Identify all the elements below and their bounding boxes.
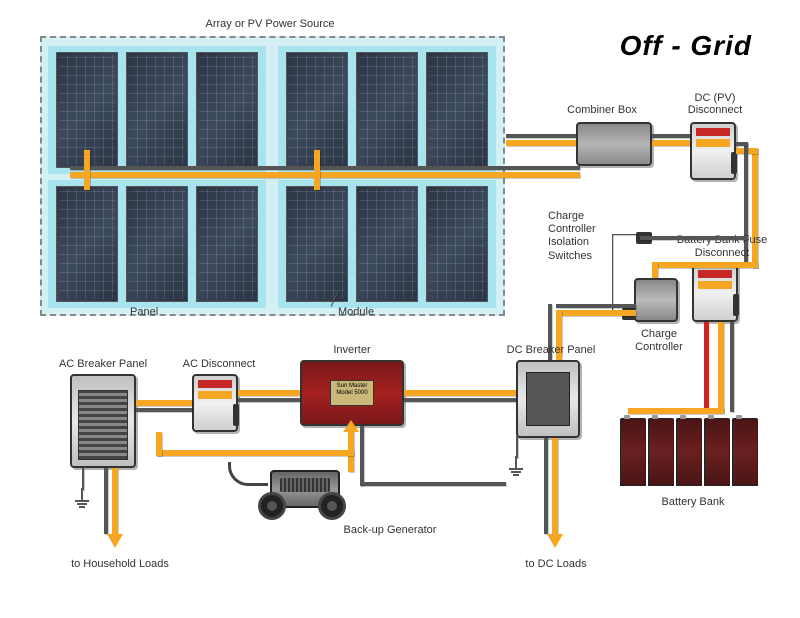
solar-module — [286, 186, 348, 302]
wire-gen — [156, 450, 354, 456]
solar-module — [196, 52, 258, 168]
backup-generator — [252, 470, 362, 530]
solar-module — [196, 186, 258, 302]
battery-cell — [732, 418, 758, 486]
solar-module — [126, 186, 188, 302]
ac-disc-label: AC Disconnect — [174, 358, 264, 370]
pointer — [612, 234, 613, 312]
wire-batt-n — [730, 322, 734, 412]
generator-handle-icon — [228, 462, 268, 486]
battery-cell — [704, 418, 730, 486]
wire-dc-n — [404, 398, 516, 402]
battery-cell — [648, 418, 674, 486]
ac-breaker-panel — [70, 374, 136, 468]
generator-label: Back-up Generator — [330, 524, 450, 536]
array-title-label: Array or PV Power Source — [160, 18, 380, 30]
wire-dc — [404, 390, 516, 396]
wire-gen-n — [360, 426, 364, 486]
wire-household — [112, 468, 118, 534]
wire-dc-n — [736, 142, 748, 146]
battery-cell — [676, 418, 702, 486]
solar-module — [356, 52, 418, 168]
combiner-box — [576, 122, 652, 166]
battery-fuse-disconnect — [692, 264, 738, 322]
to-household-label: to Household Loads — [60, 558, 180, 570]
ground-icon — [74, 488, 90, 508]
solar-module — [356, 186, 418, 302]
dc-pv-disconnect — [690, 122, 736, 180]
arrow-up-icon — [343, 420, 359, 432]
pointer — [612, 234, 636, 235]
wire-dc-loads-n — [544, 438, 548, 534]
solar-module — [426, 186, 488, 302]
charge-ctrl-label: Charge Controller — [624, 328, 694, 354]
wire-dc — [652, 140, 690, 146]
wire-ac-n — [136, 408, 192, 412]
wire-batt — [718, 322, 724, 412]
wire-dc-n — [556, 304, 636, 308]
wire-dc-loads — [552, 438, 558, 534]
switch-handle-icon — [731, 152, 737, 174]
wire-ac-n — [238, 398, 300, 402]
cc-iso-label: Charge Controller Isolation Switches — [548, 210, 618, 263]
wire-pv-tap — [84, 150, 90, 190]
solar-module — [126, 52, 188, 168]
wire-pv-to-combiner-n — [506, 134, 580, 138]
wire-dc-n — [652, 134, 690, 138]
wire-batt-pos — [704, 322, 709, 412]
switch-handle-icon — [233, 404, 239, 426]
switch-handle-icon — [733, 294, 739, 316]
dc-breaker-panel — [516, 360, 580, 438]
wire-pv-bus — [70, 172, 580, 178]
wire-dc — [652, 262, 758, 268]
wire-ac — [238, 390, 300, 396]
wire-ac — [136, 400, 192, 406]
wire-ground — [516, 436, 518, 458]
wire-pv-bus-neutral — [70, 166, 580, 170]
battery-bank-label: Battery Bank — [648, 496, 738, 508]
ac-disconnect — [192, 374, 238, 432]
combiner-label: Combiner Box — [562, 104, 642, 116]
wire-pv-tap — [314, 150, 320, 190]
dc-breaker-label: DC Breaker Panel — [496, 344, 606, 356]
wire-dc — [556, 310, 636, 316]
charge-controller — [634, 278, 678, 322]
inverter-label: Inverter — [322, 344, 382, 356]
ac-breaker-label: AC Breaker Panel — [50, 358, 156, 370]
inverter: Sun Master Model 5000 — [300, 360, 404, 426]
dc-pv-disc-label: DC (PV) Disconnect — [680, 92, 750, 116]
wire-batt — [628, 408, 724, 414]
generator-wheel-icon — [318, 492, 346, 520]
arrow-down-icon — [547, 534, 563, 548]
panel-label: Panel — [130, 306, 158, 318]
solar-module — [426, 52, 488, 168]
battery-cell — [620, 418, 646, 486]
inverter-nameplate: Sun Master Model 5000 — [330, 380, 374, 406]
module-label: Module — [338, 306, 374, 318]
to-dc-label: to DC Loads — [516, 558, 596, 570]
wire-pv-to-combiner — [506, 140, 580, 146]
wire-ground — [82, 468, 84, 490]
arrow-down-icon — [107, 534, 123, 548]
diagram-title: Off - Grid — [620, 30, 752, 62]
wire-gen — [348, 426, 354, 472]
ground-icon — [508, 456, 524, 476]
solar-module — [56, 186, 118, 302]
wire-gen — [156, 432, 162, 456]
wire-household-n — [104, 468, 108, 534]
generator-wheel-icon — [258, 492, 286, 520]
wire-gen-n — [360, 482, 506, 486]
wire-dc-n — [640, 236, 748, 240]
